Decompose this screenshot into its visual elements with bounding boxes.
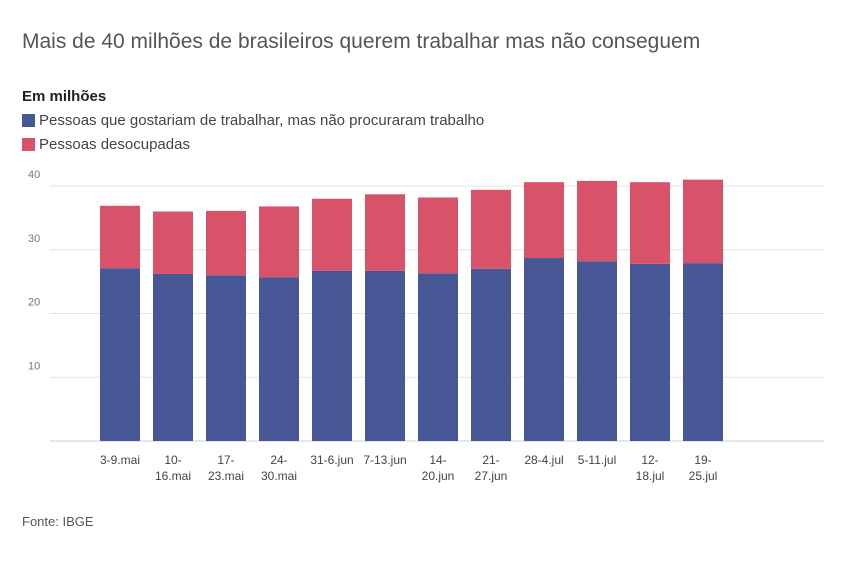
x-tick-label-3-line2: 30.mai: [261, 469, 297, 483]
bar-gostariam-9: [577, 261, 617, 441]
legend-label-desocupadas: Pessoas desocupadas: [39, 136, 190, 153]
y-tick-label-20: 20: [28, 297, 40, 309]
x-tick-label-11: 19-: [694, 453, 711, 467]
bar-gostariam-8: [524, 258, 564, 441]
bar-desocupadas-2: [206, 210, 246, 276]
bar-desocupadas-5: [365, 194, 405, 271]
bar-gostariam-4: [312, 270, 352, 441]
chart-title: Mais de 40 milhões de brasileiros querem…: [22, 30, 701, 53]
x-tick-label-11-line2: 25.jul: [689, 469, 718, 483]
x-tick-label-10-line2: 18.jul: [636, 469, 665, 483]
bar-gostariam-6: [418, 273, 458, 441]
y-tick-label-10: 10: [28, 360, 40, 372]
x-tick-label-7: 21-: [482, 453, 499, 467]
bar-gostariam-7: [471, 268, 511, 441]
x-tick-label-6-line2: 20.jun: [422, 469, 455, 483]
bar-gostariam-0: [100, 268, 140, 441]
x-tick-label-4: 31-6.jun: [310, 453, 353, 467]
bar-desocupadas-0: [100, 205, 140, 269]
x-tick-label-7-line2: 27.jun: [475, 469, 508, 483]
legend-label-gostariam: Pessoas que gostariam de trabalhar, mas …: [39, 112, 485, 129]
x-tick-label-8: 28-4.jul: [524, 453, 563, 467]
chart-subtitle: Em milhões: [22, 88, 107, 105]
legend-item-gostariam: Pessoas que gostariam de trabalhar, mas …: [22, 112, 484, 129]
bar-gostariam-2: [206, 275, 246, 441]
x-tick-label-2: 17-: [217, 453, 234, 467]
legend-swatch-desocupadas: [22, 138, 35, 151]
bar-desocupadas-11: [683, 179, 723, 264]
bar-desocupadas-1: [153, 211, 193, 274]
x-tick-label-1-line2: 16.mai: [155, 469, 191, 483]
bar-desocupadas-9: [577, 180, 617, 262]
y-tick-label-40: 40: [28, 169, 40, 181]
bar-gostariam-11: [683, 263, 723, 441]
x-tick-label-5: 7-13.jun: [363, 453, 406, 467]
bar-desocupadas-6: [418, 197, 458, 274]
bar-desocupadas-3: [259, 206, 299, 278]
legend-item-desocupadas: Pessoas desocupadas: [22, 136, 190, 153]
bar-gostariam-3: [259, 277, 299, 441]
x-tick-label-10: 12-: [641, 453, 658, 467]
x-tick-label-2-line2: 23.mai: [208, 469, 244, 483]
source-note: Fonte: IBGE: [22, 514, 94, 529]
x-tick-label-1: 10-: [164, 453, 181, 467]
bar-desocupadas-10: [630, 182, 670, 264]
y-tick-label-30: 30: [28, 233, 40, 245]
x-tick-label-3: 24-: [270, 453, 287, 467]
bar-desocupadas-4: [312, 198, 352, 271]
bar-desocupadas-8: [524, 182, 564, 259]
bar-desocupadas-7: [471, 189, 511, 269]
bar-gostariam-10: [630, 263, 670, 441]
bar-gostariam-1: [153, 273, 193, 441]
x-tick-label-6: 14-: [429, 453, 446, 467]
legend-swatch-gostariam: [22, 114, 35, 127]
bar-gostariam-5: [365, 270, 405, 441]
x-tick-label-0: 3-9.mai: [100, 453, 140, 467]
x-tick-label-9: 5-11.jul: [578, 453, 616, 467]
